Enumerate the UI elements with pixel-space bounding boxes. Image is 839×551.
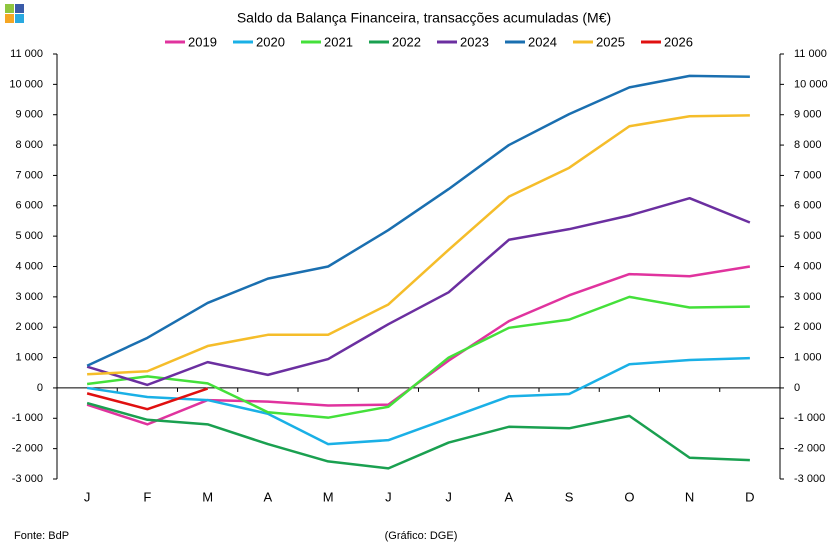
y2-tick-label: -3 000: [794, 473, 825, 485]
credit: (Gráfico: DGE): [385, 530, 458, 542]
y-tick-label: 11 000: [10, 48, 43, 60]
legend-label: 2024: [528, 34, 557, 49]
y-tick-label: 3 000: [15, 291, 43, 303]
y2-tick-label: 8 000: [794, 139, 822, 151]
x-tick-label: M: [202, 489, 213, 504]
series-line: [86, 265, 751, 426]
y-tick-label: 7 000: [15, 169, 43, 181]
y2-tick-label: 3 000: [794, 291, 822, 303]
y-tick-label: 0: [37, 382, 43, 394]
y-tick-label: 4 000: [15, 260, 43, 272]
y2-tick-label: 0: [794, 382, 800, 394]
x-tick-label: J: [84, 489, 91, 504]
series-line: [87, 114, 750, 376]
logo: [5, 4, 24, 23]
y2-tick-label: 5 000: [794, 230, 822, 242]
x-tick-label: D: [745, 489, 754, 504]
y2-tick-label: 2 000: [794, 321, 822, 333]
series-line: [86, 196, 751, 387]
y2-tick-label: 9 000: [794, 109, 822, 121]
x-tick-label: M: [323, 489, 334, 504]
source: Fonte: BdP: [14, 530, 69, 542]
legend-label: 2026: [664, 34, 693, 49]
series-line: [86, 401, 750, 470]
legend-label: 2025: [596, 34, 625, 49]
y2-tick-label: 1 000: [794, 351, 822, 363]
y2-tick-label: -2 000: [794, 443, 825, 455]
x-tick-label: A: [505, 489, 514, 504]
y-tick-label: 5 000: [15, 230, 43, 242]
y-tick-label: 8 000: [15, 139, 43, 151]
logo-square: [15, 4, 24, 13]
x-tick-label: S: [565, 489, 574, 504]
y2-tick-label: -1 000: [794, 412, 825, 424]
y-tick-label: -1 000: [12, 412, 43, 424]
chart-title: Saldo da Balança Financeira, transacções…: [237, 10, 611, 26]
y-tick-label: 1 000: [15, 351, 43, 363]
y2-tick-label: 7 000: [794, 169, 822, 181]
y2-tick-label: 10 000: [794, 78, 828, 90]
x-tick-label: J: [445, 489, 452, 504]
legend-label: 2019: [188, 34, 217, 49]
series-line: [86, 387, 209, 411]
y2-tick-label: 11 000: [794, 48, 827, 60]
x-tick-label: N: [685, 489, 694, 504]
y2-tick-label: 6 000: [794, 200, 822, 212]
legend-label: 2021: [324, 34, 353, 49]
x-tick-label: F: [143, 489, 151, 504]
y-tick-label: 6 000: [15, 200, 43, 212]
y-tick-label: 10 000: [9, 78, 43, 90]
series-line: [86, 295, 750, 419]
series-line: [86, 356, 750, 446]
y-tick-label: -2 000: [12, 443, 43, 455]
legend-label: 2022: [392, 34, 421, 49]
x-tick-label: O: [624, 489, 634, 504]
legend-label: 2023: [460, 34, 489, 49]
series-line: [86, 74, 750, 367]
y-tick-label: -3 000: [12, 473, 43, 485]
y-tick-label: 2 000: [15, 321, 43, 333]
y2-tick-label: 4 000: [794, 260, 822, 272]
logo-square: [15, 14, 24, 23]
logo-square: [5, 14, 14, 23]
y-tick-label: 9 000: [15, 109, 43, 121]
legend-label: 2020: [256, 34, 285, 49]
x-tick-label: A: [264, 489, 273, 504]
logo-square: [5, 4, 14, 13]
x-tick-label: J: [385, 489, 392, 504]
